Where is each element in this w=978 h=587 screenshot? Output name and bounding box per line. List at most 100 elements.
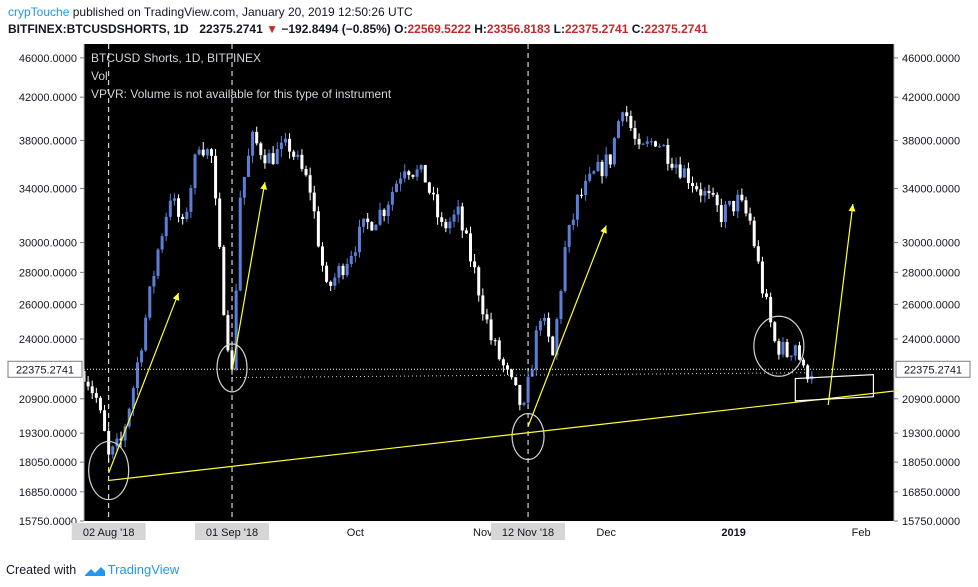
candle-body[interactable] [522, 402, 526, 405]
candle-body[interactable] [773, 322, 777, 342]
candle-body[interactable] [329, 281, 333, 286]
candle-body[interactable] [205, 149, 209, 156]
candle-body[interactable] [654, 141, 658, 147]
candle-body[interactable] [271, 153, 275, 164]
candle-body[interactable] [703, 191, 707, 196]
candle-body[interactable] [427, 182, 431, 193]
candle-body[interactable] [629, 116, 633, 129]
candle-body[interactable] [781, 341, 785, 355]
candle-body[interactable] [325, 265, 329, 282]
candle-body[interactable] [177, 198, 181, 217]
candle-body[interactable] [806, 365, 810, 380]
candle-body[interactable] [452, 214, 456, 222]
candle-body[interactable] [670, 163, 674, 168]
candle-body[interactable] [460, 206, 464, 231]
candle-body[interactable] [374, 224, 378, 231]
candle-body[interactable] [719, 205, 723, 223]
candle-body[interactable] [464, 230, 468, 234]
candle-body[interactable] [547, 317, 551, 337]
candle-body[interactable] [514, 377, 518, 385]
candle-body[interactable] [193, 154, 197, 189]
candle-body[interactable] [263, 155, 267, 164]
candle-body[interactable] [489, 319, 493, 341]
candle-body[interactable] [218, 198, 222, 247]
candle-body[interactable] [551, 336, 555, 356]
candle-body[interactable] [255, 131, 259, 144]
horizontal-dotted-line[interactable] [232, 372, 812, 379]
candle-body[interactable] [160, 236, 164, 250]
candle-body[interactable] [345, 263, 349, 276]
candle-body[interactable] [571, 219, 575, 226]
candle-body[interactable] [312, 192, 316, 212]
candle-body[interactable] [111, 446, 115, 455]
candle-body[interactable] [423, 164, 427, 183]
candle-body[interactable] [534, 330, 538, 370]
candle-body[interactable] [148, 286, 152, 318]
candle-body[interactable] [131, 388, 135, 409]
projection-arrow[interactable] [108, 292, 180, 474]
candle-body[interactable] [518, 384, 522, 405]
candlestick-chart[interactable]: 22375.2741 22375.2741 46000.0000 42000.000… [0, 44, 978, 558]
candle-body[interactable] [563, 247, 567, 292]
candle-body[interactable] [765, 293, 769, 297]
candle-body[interactable] [246, 155, 250, 177]
candle-body[interactable] [728, 200, 732, 205]
candle-body[interactable] [715, 194, 719, 206]
candle-body[interactable] [288, 138, 292, 152]
candle-body[interactable] [411, 174, 415, 177]
plot-area[interactable] [84, 44, 894, 521]
candle-body[interactable] [341, 265, 345, 276]
candle-body[interactable] [98, 397, 102, 411]
highlight-box[interactable] [794, 373, 875, 402]
candle-body[interactable] [777, 341, 781, 355]
candle-body[interactable] [604, 154, 608, 177]
candle-body[interactable] [234, 290, 238, 370]
candle-body[interactable] [156, 249, 160, 276]
candle-body[interactable] [386, 204, 390, 216]
candle-body[interactable] [497, 340, 501, 360]
candle-body[interactable] [144, 317, 148, 351]
candle-body[interactable] [769, 296, 773, 323]
candle-body[interactable] [802, 359, 806, 366]
candle-body[interactable] [567, 225, 571, 248]
candle-body[interactable] [674, 164, 678, 168]
candle-body[interactable] [185, 211, 189, 220]
candle-body[interactable] [172, 198, 176, 201]
candle-body[interactable] [493, 340, 497, 342]
candle-body[interactable] [238, 197, 242, 291]
candle-body[interactable] [559, 291, 563, 320]
candle-body[interactable] [617, 121, 621, 139]
candle-body[interactable] [510, 369, 514, 378]
highlight-ellipse[interactable] [753, 315, 805, 377]
candle-body[interactable] [506, 365, 510, 370]
candle-body[interactable] [382, 209, 386, 216]
candle-body[interactable] [390, 191, 394, 205]
candle-body[interactable] [189, 188, 193, 212]
candle-body[interactable] [760, 261, 764, 294]
candle-body[interactable] [555, 319, 559, 356]
symbol-label[interactable]: BITFINEX:BTCUSDSHORTS, 1D [8, 22, 189, 36]
candle-body[interactable] [140, 350, 144, 363]
candle-body[interactable] [530, 369, 534, 377]
candle-body[interactable] [357, 226, 361, 253]
candle-body[interactable] [592, 171, 596, 174]
projection-arrow[interactable] [527, 225, 607, 427]
candle-body[interactable] [501, 359, 505, 366]
candle-body[interactable] [695, 186, 699, 190]
candle-body[interactable] [477, 267, 481, 296]
candle-body[interactable] [399, 178, 403, 184]
candle-body[interactable] [222, 246, 226, 316]
candle-body[interactable] [456, 206, 460, 215]
candle-body[interactable] [682, 168, 686, 178]
candle-body[interactable] [415, 169, 419, 177]
candle-body[interactable] [645, 141, 649, 144]
author-link[interactable]: crypTouche [8, 5, 70, 19]
candle-body[interactable] [407, 171, 411, 175]
candle-body[interactable] [168, 200, 172, 217]
candle-body[interactable] [403, 171, 407, 179]
candle-body[interactable] [686, 168, 690, 184]
tradingview-brand[interactable]: TradingView [107, 562, 180, 577]
candle-body[interactable] [711, 192, 715, 195]
candle-body[interactable] [637, 138, 641, 145]
candle-body[interactable] [600, 161, 604, 177]
